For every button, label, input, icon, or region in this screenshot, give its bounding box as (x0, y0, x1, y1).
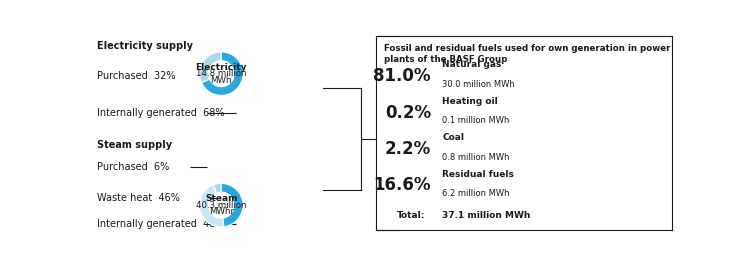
Text: Fossil and residual fuels used for own generation in power
plants of the BASF Gr: Fossil and residual fuels used for own g… (384, 44, 670, 64)
Text: Natural gas: Natural gas (442, 60, 502, 69)
Wedge shape (202, 52, 243, 95)
Text: 30.0 million MWh: 30.0 million MWh (442, 80, 515, 89)
Text: 37.1 million MWh: 37.1 million MWh (442, 211, 531, 220)
Text: Steam: Steam (205, 194, 238, 203)
Text: Steam supply: Steam supply (97, 140, 172, 150)
Text: Heating oil: Heating oil (442, 97, 498, 106)
Wedge shape (200, 52, 221, 83)
Text: 0.8 million MWh: 0.8 million MWh (442, 153, 510, 162)
Text: 16.6%: 16.6% (374, 176, 430, 194)
Text: 14.8 million: 14.8 million (196, 69, 247, 78)
Text: 81.0%: 81.0% (374, 67, 430, 85)
Text: Residual fuels: Residual fuels (442, 170, 514, 179)
Text: Purchased  6%: Purchased 6% (97, 162, 169, 172)
Text: Coal: Coal (442, 133, 464, 142)
Text: Total:: Total: (397, 211, 425, 220)
Text: MWh: MWh (211, 76, 232, 85)
Wedge shape (200, 185, 224, 227)
Text: Electricity: Electricity (196, 63, 247, 72)
Text: 40.3 million: 40.3 million (196, 201, 247, 210)
Text: 0.1 million MWh: 0.1 million MWh (442, 116, 510, 125)
Text: Electricity supply: Electricity supply (97, 41, 193, 51)
Text: 0.2%: 0.2% (385, 104, 430, 122)
Text: MWhr: MWhr (209, 207, 234, 216)
Text: Internally generated  48%: Internally generated 48% (97, 219, 224, 229)
Text: 2.2%: 2.2% (385, 140, 430, 158)
Wedge shape (213, 183, 221, 193)
Wedge shape (221, 183, 243, 227)
Text: Waste heat  46%: Waste heat 46% (97, 193, 179, 203)
Text: Purchased  32%: Purchased 32% (97, 71, 176, 81)
Text: 6.2 million MWh: 6.2 million MWh (442, 189, 510, 198)
Text: Internally generated  68%: Internally generated 68% (97, 108, 224, 118)
